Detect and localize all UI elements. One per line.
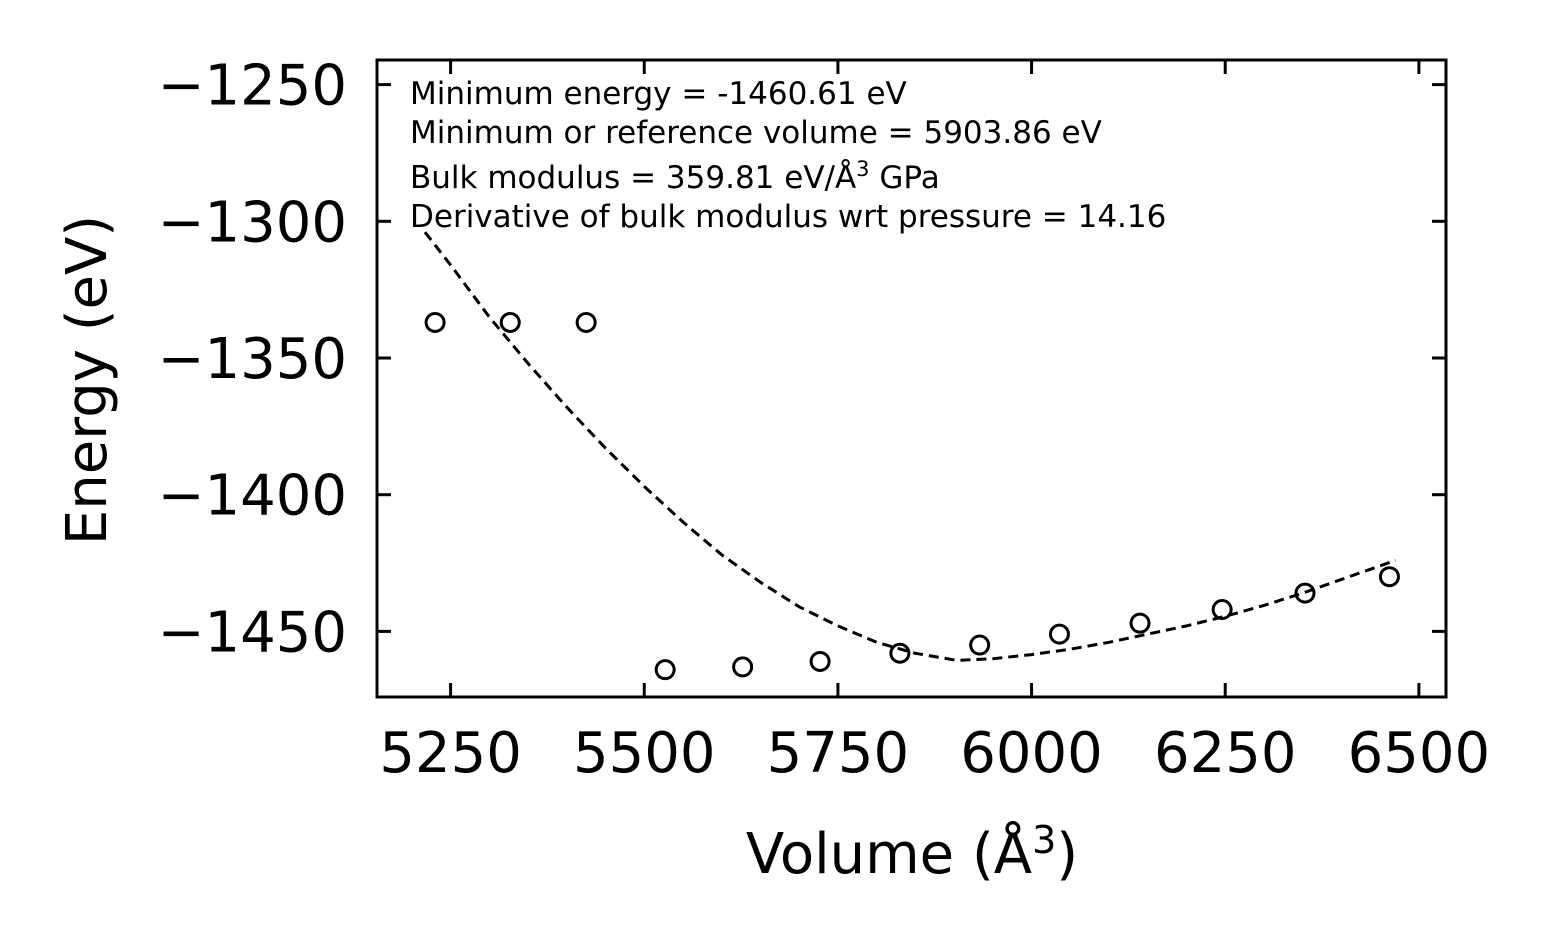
y-tick-label: −1450 [158,600,347,665]
data-point [969,634,991,656]
data-point [1048,623,1070,645]
annotation-bulk-derivative: Derivative of bulk modulus wrt pressure … [410,199,1166,235]
y-axis-ticks: −1250 −1300 −1350 −1400 −1450 [158,54,1446,665]
fit-curve-line [423,231,1397,662]
x-tick-label: 6250 [1154,721,1297,786]
fit-curve-layer [423,231,1397,662]
plot-frame [375,58,1448,699]
annotation-bulk-modulus-prefix: Bulk modulus = 359.81 eV/Å [410,160,856,196]
data-point [1378,566,1400,588]
x-axis-label-close: ) [1056,822,1078,887]
y-tick-label: −1300 [158,190,347,255]
annotation-min-energy: Minimum energy = -1460.61 eV [410,76,907,112]
y-axis-label: Energy (eV) [55,215,120,545]
x-tick-label: 6500 [1348,721,1491,786]
data-point [1294,582,1316,604]
x-axis-ticks: 5250 5500 5750 6000 6250 6500 [379,60,1490,786]
data-point [1211,599,1233,621]
data-point [499,311,521,333]
x-axis-label: Volume (Å3) [746,818,1078,887]
data-point [889,642,911,664]
annotation-bulk-modulus-sup: 3 [856,157,869,181]
y-tick-label: −1350 [158,327,347,392]
data-point [575,311,597,333]
y-tick-label: −1250 [158,54,347,119]
annotation-bulk-modulus-suffix: GPa [870,160,940,196]
data-point [654,659,676,681]
x-tick-label: 6000 [960,721,1103,786]
y-tick-label: −1400 [158,464,347,529]
annotation-bulk-modulus: Bulk modulus = 359.81 eV/Å3 GPa [410,157,940,196]
data-point [1129,612,1151,634]
data-point [424,311,446,333]
x-tick-label: 5500 [573,721,716,786]
data-point [732,656,754,678]
x-tick-label: 5750 [767,721,910,786]
x-axis-label-sup: 3 [1032,818,1056,862]
data-point [809,650,831,672]
annotation-min-volume: Minimum or reference volume = 5903.86 eV [410,115,1102,151]
x-tick-label: 5250 [379,721,522,786]
x-axis-label-text: Volume (Å [746,821,1032,887]
data-points-layer [424,311,1400,681]
